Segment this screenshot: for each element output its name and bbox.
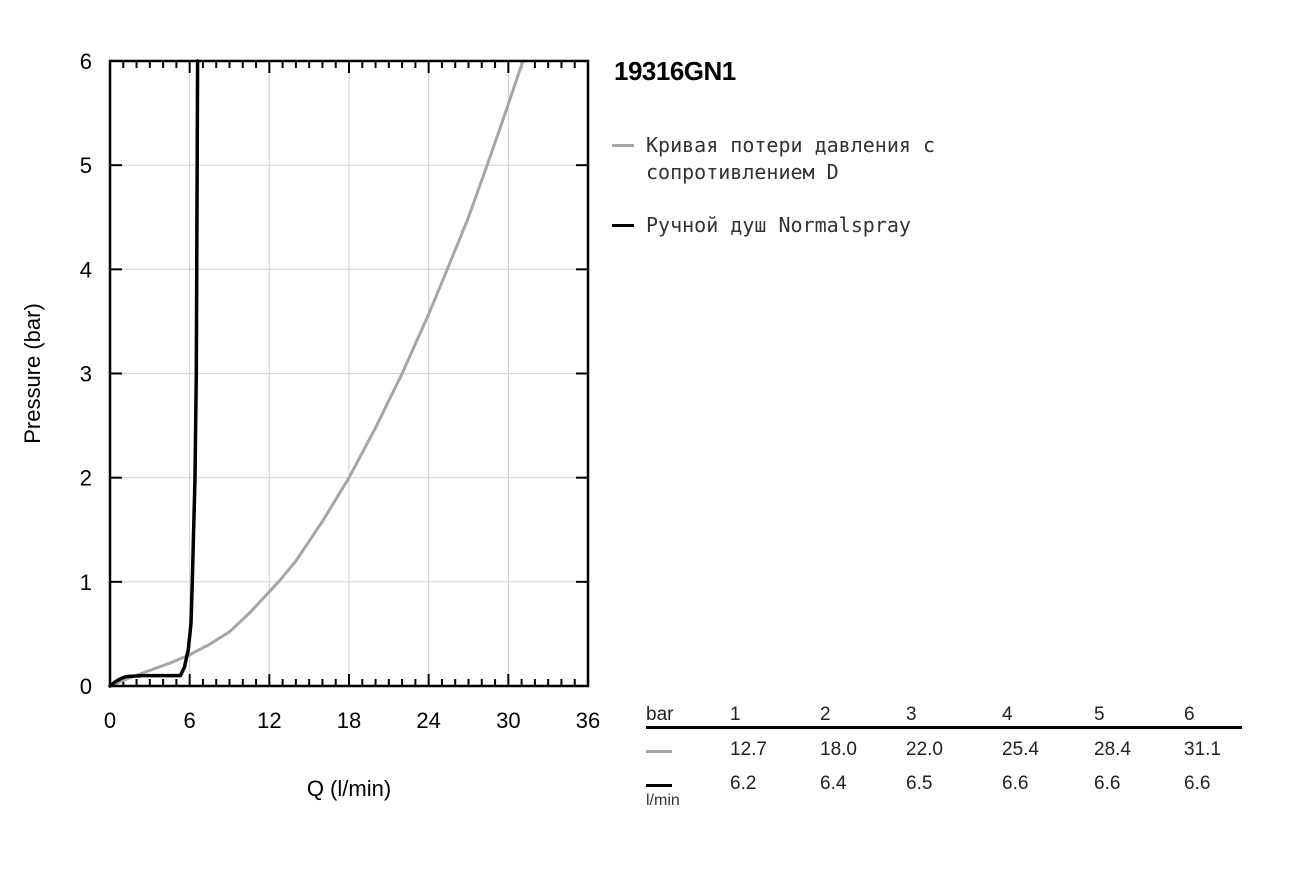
table-row: 6.2 6.4 6.5 6.6 6.6 6.6 (646, 771, 1242, 805)
table-cell: 18.0 (820, 739, 857, 760)
x-tick-label: 18 (337, 708, 361, 733)
table-row: 12.7 18.0 22.0 25.4 28.4 31.1 (646, 737, 1242, 771)
table-cell: 22.0 (906, 739, 943, 760)
x-tick-label: 36 (576, 708, 600, 733)
legend-label: Кривая потери давления с сопротивлением … (646, 133, 935, 184)
table-header-cell: 5 (1094, 704, 1105, 725)
legend-label: Ручной душ Normalspray (646, 213, 911, 237)
y-axis-title: Pressure (bar) (20, 303, 45, 444)
table-cell: 12.7 (730, 739, 767, 760)
y-tick-label: 3 (80, 362, 92, 387)
grid-lines (110, 61, 588, 686)
series-line-pressure-loss (108, 59, 525, 688)
x-tick-label: 24 (416, 708, 440, 733)
chart-title: 19316GN1 (614, 56, 736, 86)
x-tick-label: 6 (184, 708, 196, 733)
y-tick-label: 0 (80, 674, 92, 699)
table-cell: 31.1 (1184, 739, 1221, 760)
x-tick-label: 30 (496, 708, 520, 733)
y-tick-label: 4 (80, 257, 92, 282)
table-row-swatch-gray (646, 750, 672, 753)
y-tick-label: 6 (80, 49, 92, 74)
table-header-cell: 6 (1184, 704, 1195, 725)
x-axis-title: Q (l/min) (307, 776, 391, 801)
y-tick-label: 2 (80, 466, 92, 491)
table-header-cell: 2 (820, 704, 831, 725)
legend-swatch-black (612, 224, 634, 227)
table-header-row: bar 1 2 3 4 5 6 (646, 704, 1242, 729)
table-row-swatch-black (646, 784, 672, 787)
table-cell: 6.5 (906, 773, 933, 794)
x-tick-label: 0 (104, 708, 116, 733)
table-cell: 6.4 (820, 773, 847, 794)
flow-rate-table: bar 1 2 3 4 5 6 12.7 18.0 22.0 25.4 28.4… (646, 704, 1242, 809)
legend: Кривая потери давления с сопротивлением … (612, 132, 1032, 265)
x-tick-label: 12 (257, 708, 281, 733)
y-tick-label: 1 (80, 570, 92, 595)
legend-item-hand-shower: Ручной душ Normalspray (612, 212, 1032, 239)
table-cell: 6.6 (1094, 773, 1121, 794)
table-cell: 6.6 (1002, 773, 1029, 794)
series-line-hand-shower (108, 59, 200, 688)
table-header-cell: 3 (906, 704, 917, 725)
legend-item-pressure-loss: Кривая потери давления с сопротивлением … (612, 132, 1032, 186)
table-unit-label: l/min (646, 792, 680, 809)
table-cell: 28.4 (1094, 739, 1131, 760)
x-tick-labels: 0 6 12 18 24 30 36 (104, 708, 600, 733)
table-cell: 6.6 (1184, 773, 1211, 794)
series-lines (108, 59, 525, 688)
legend-swatch-gray (612, 144, 634, 147)
table-cell: 25.4 (1002, 739, 1039, 760)
table-cell: 6.2 (730, 773, 757, 794)
y-tick-labels: 0 1 2 3 4 5 6 (80, 49, 92, 699)
plot-frame (108, 59, 590, 688)
y-tick-label: 5 (80, 153, 92, 178)
table-header-cell: 1 (730, 704, 741, 725)
table-header-cell: bar (646, 704, 674, 725)
table-header-cell: 4 (1002, 704, 1013, 725)
